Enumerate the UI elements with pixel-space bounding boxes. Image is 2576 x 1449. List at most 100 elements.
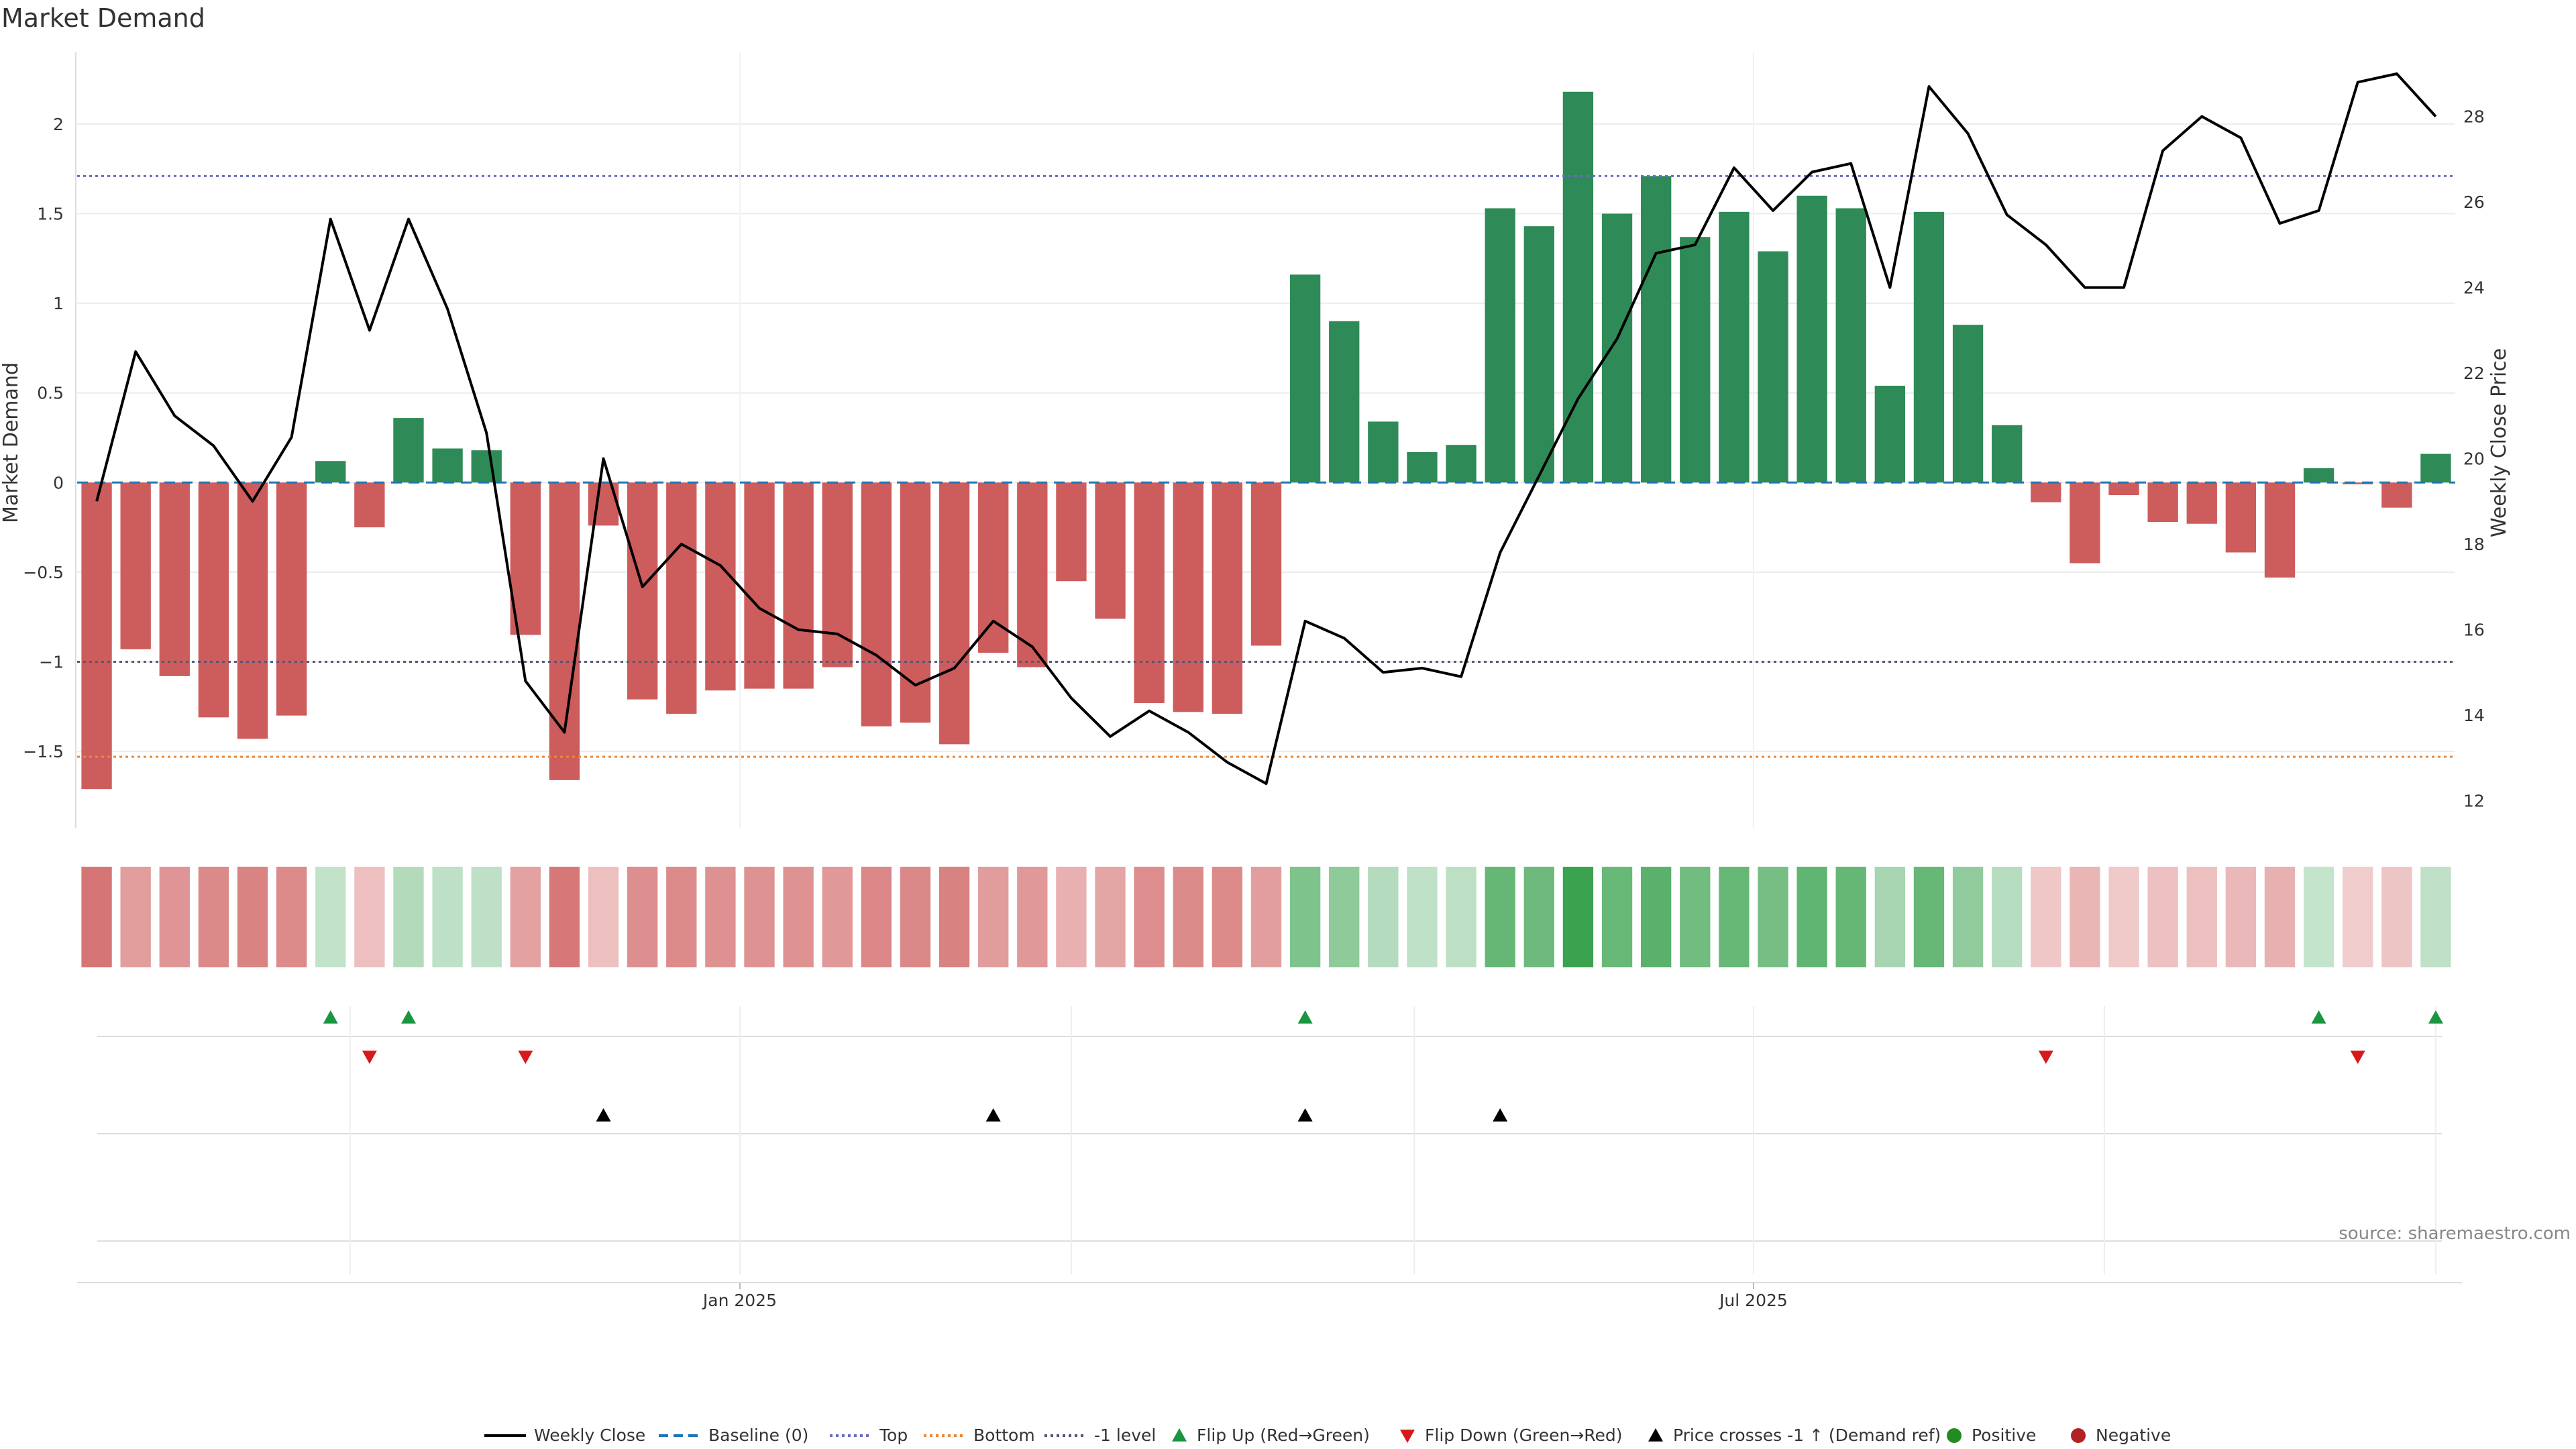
heat-cell (1913, 867, 1945, 967)
heat-cell (978, 867, 1009, 967)
bar-negative (2264, 482, 2296, 578)
heat-cell (783, 867, 814, 967)
bar-positive (393, 418, 424, 483)
heat-cell (627, 867, 658, 967)
bar-negative (2186, 482, 2217, 524)
heat-cell (1796, 867, 1827, 967)
y-tick-left-label: −1.5 (23, 742, 64, 761)
y-tick-right-label: 22 (2463, 364, 2485, 383)
legend-label: Bottom (973, 1426, 1035, 1445)
price-cross-marker (985, 1108, 1001, 1122)
heat-cell (2381, 867, 2412, 967)
heat-cell (900, 867, 931, 967)
legend-label: Flip Up (Red→Green) (1197, 1426, 1370, 1445)
bar-positive (471, 450, 502, 483)
heat-cell (1017, 867, 1048, 967)
bar-negative (2108, 482, 2139, 495)
bar-negative (159, 482, 190, 676)
bar-negative (198, 482, 229, 718)
y-axis-left-label: Market Demand (0, 362, 23, 523)
heat-cell (1289, 867, 1321, 967)
bar-negative (120, 482, 151, 649)
bar-positive (432, 448, 463, 483)
legend-label: Weekly Close (534, 1426, 645, 1445)
legend-label: -1 level (1094, 1426, 1156, 1445)
flip-up-marker (400, 1010, 416, 1024)
heat-cell (1835, 867, 1866, 967)
bar-positive (1874, 386, 1906, 483)
heat-cell (1173, 867, 1203, 967)
heat-cell (276, 867, 307, 967)
bar-positive (1952, 325, 1984, 483)
bar-negative (1134, 482, 1165, 703)
bar-negative (276, 482, 307, 716)
flip-down-marker (2350, 1051, 2365, 1064)
y-tick-right-label: 20 (2463, 449, 2485, 469)
heat-cell (315, 867, 346, 967)
y-tick-right-label: 16 (2463, 621, 2485, 640)
bar-negative (2225, 482, 2257, 553)
bar-negative (783, 482, 814, 689)
heat-cell (1250, 867, 1282, 967)
heat-cell (1056, 867, 1087, 967)
heat-cell (1212, 867, 1243, 967)
y-tick-left-label: 0.5 (37, 384, 64, 403)
y-tick-right-label: 24 (2463, 278, 2485, 298)
source-text: source: sharemaestro.com (2339, 1224, 2571, 1244)
heat-cell (705, 867, 736, 967)
bar-negative (2147, 482, 2178, 523)
bar-positive (1523, 226, 1554, 483)
legend-item: Price crosses -1 ↑ (Demand ref) (1648, 1426, 1941, 1445)
bar-positive (1680, 237, 1711, 483)
heat-cell (2186, 867, 2217, 967)
heat-cell (198, 867, 229, 967)
heat-cell (2070, 867, 2100, 967)
bar-negative (627, 482, 658, 700)
bar-positive (1329, 321, 1360, 483)
legend-item: Positive (1947, 1426, 2036, 1445)
bar-negative (2070, 482, 2100, 564)
legend-item: Baseline (0) (659, 1426, 808, 1445)
heat-cell (81, 867, 112, 967)
main-plot-area: 2 1.5 1 0.5 0 −0.5 −1 −1.5 28 26 24 22 20 18 16 14 12 (23, 52, 2485, 828)
legend-item: Bottom (924, 1426, 1035, 1445)
bar-negative (744, 482, 775, 689)
bar-positive (2420, 453, 2451, 483)
bar-negative (938, 482, 970, 745)
heat-cell (2225, 867, 2257, 967)
heat-cell (1329, 867, 1360, 967)
heat-cell (1758, 867, 1788, 967)
bar-positive (1719, 211, 1750, 483)
flip-up-marker (1297, 1010, 1313, 1024)
heat-cell (938, 867, 970, 967)
heat-cell (1601, 867, 1633, 967)
bar-positive (1289, 274, 1321, 483)
bar-negative (900, 482, 931, 723)
heat-cell (2303, 867, 2334, 967)
bar-negative (705, 482, 736, 691)
bar-negative (861, 482, 892, 727)
heat-cell (1719, 867, 1750, 967)
bar-negative (1095, 482, 1126, 619)
y-tick-right-label: 18 (2463, 535, 2485, 554)
price-cross-marker (1493, 1108, 1508, 1122)
legend-item: Flip Down (Green→Red) (1400, 1426, 1623, 1445)
bar-negative (2343, 482, 2373, 484)
legend-item: Flip Up (Red→Green) (1172, 1426, 1370, 1445)
heat-cell (744, 867, 775, 967)
legend-item: Top (830, 1426, 908, 1445)
bar-positive (315, 461, 346, 483)
bar-positive (1562, 91, 1594, 483)
y-tick-right-label: 14 (2463, 706, 2485, 725)
bar-negative (1056, 482, 1087, 582)
heat-cell (510, 867, 541, 967)
bar-positive (1758, 251, 1788, 483)
bar-negative (354, 482, 385, 528)
legend-item: -1 level (1044, 1426, 1156, 1445)
heat-cell (354, 867, 385, 967)
heat-cell (237, 867, 268, 967)
bar-positive (1368, 421, 1399, 483)
bar-negative (588, 482, 619, 526)
legend-item: Negative (2071, 1426, 2171, 1445)
